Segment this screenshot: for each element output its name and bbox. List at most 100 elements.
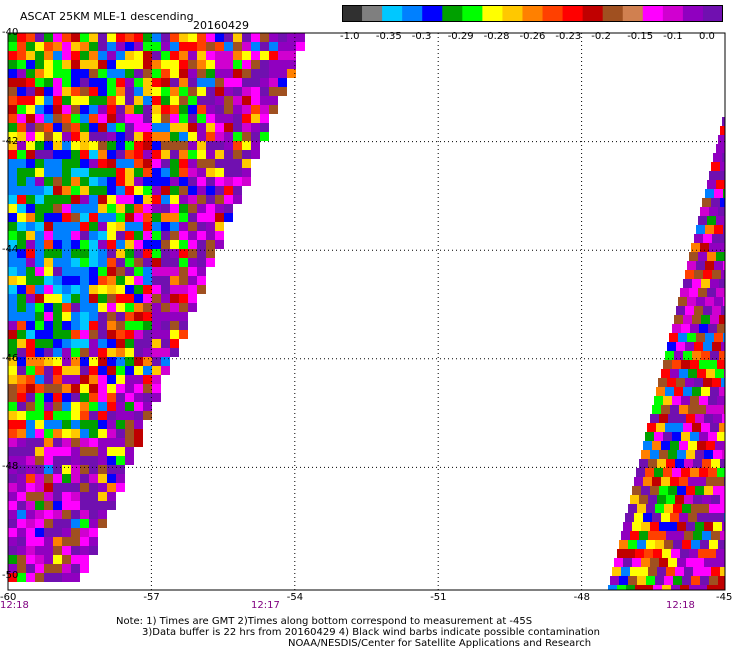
data-cell xyxy=(685,342,694,351)
data-cell xyxy=(17,69,26,78)
data-cell xyxy=(71,348,80,357)
data-cell xyxy=(278,51,287,60)
data-cell xyxy=(125,330,134,339)
data-cell xyxy=(708,324,717,333)
data-cell xyxy=(688,369,697,378)
data-cell xyxy=(35,231,44,240)
data-cell xyxy=(116,420,125,429)
data-cell xyxy=(179,168,188,177)
data-cell xyxy=(215,222,224,231)
data-cell xyxy=(694,306,703,315)
data-cell xyxy=(673,504,682,513)
data-cell xyxy=(53,87,62,96)
data-cell xyxy=(197,150,206,159)
data-cell xyxy=(35,564,44,573)
data-cell xyxy=(26,537,35,546)
data-cell xyxy=(134,231,143,240)
data-cell xyxy=(152,285,161,294)
data-cell xyxy=(713,558,722,567)
data-cell xyxy=(107,411,116,420)
data-cell xyxy=(71,501,80,510)
data-cell xyxy=(26,438,35,447)
data-cell xyxy=(8,519,17,528)
data-cell xyxy=(125,96,134,105)
data-cell xyxy=(700,576,709,585)
data-cell xyxy=(26,375,35,384)
data-cell xyxy=(98,339,107,348)
data-cell xyxy=(44,555,53,564)
data-cell xyxy=(71,105,80,114)
data-cell xyxy=(143,114,152,123)
data-cell xyxy=(215,87,224,96)
data-cell xyxy=(53,294,62,303)
data-cell xyxy=(89,456,98,465)
data-cell xyxy=(116,393,125,402)
data-cell xyxy=(626,549,635,558)
data-cell xyxy=(80,204,89,213)
colorbar-swatch xyxy=(522,5,544,22)
data-cell xyxy=(8,258,17,267)
data-cell xyxy=(35,321,44,330)
data-cell xyxy=(62,492,71,501)
data-cell xyxy=(44,447,53,456)
data-cell xyxy=(260,51,269,60)
data-cell xyxy=(71,420,80,429)
data-cell xyxy=(188,141,197,150)
data-cell xyxy=(62,213,71,222)
data-cell xyxy=(206,159,215,168)
data-cell xyxy=(680,549,689,558)
longitude-label: -60 xyxy=(0,592,17,603)
data-cell xyxy=(17,312,26,321)
data-cell xyxy=(224,150,233,159)
data-cell xyxy=(116,312,125,321)
data-cell xyxy=(161,186,170,195)
data-cell xyxy=(161,42,170,51)
data-cell xyxy=(700,504,709,513)
data-cell xyxy=(125,420,134,429)
data-cell xyxy=(197,33,206,42)
data-cell xyxy=(661,441,670,450)
data-cell xyxy=(116,438,125,447)
data-cell xyxy=(80,123,89,132)
data-cell xyxy=(62,474,71,483)
data-cell xyxy=(197,51,206,60)
latitude-label: -40 xyxy=(2,27,19,38)
data-cell xyxy=(653,585,662,590)
data-cell xyxy=(637,504,646,513)
time-label-center: 12:17 xyxy=(251,600,280,611)
data-cell xyxy=(80,96,89,105)
data-cell xyxy=(703,306,712,315)
data-cell xyxy=(134,375,143,384)
data-cell xyxy=(152,168,161,177)
data-cell xyxy=(8,105,17,114)
data-cell xyxy=(619,576,628,585)
data-cell xyxy=(107,213,116,222)
data-cell xyxy=(98,177,107,186)
data-cell xyxy=(89,384,98,393)
data-cell xyxy=(134,222,143,231)
data-cell xyxy=(161,312,170,321)
data-cell xyxy=(17,465,26,474)
data-cell xyxy=(35,42,44,51)
data-cell xyxy=(690,360,699,369)
colorbar-label: -0.28 xyxy=(483,31,510,42)
data-cell xyxy=(35,555,44,564)
data-cell xyxy=(8,168,17,177)
data-cell xyxy=(62,420,71,429)
data-cell xyxy=(44,60,53,69)
data-cell xyxy=(652,477,661,486)
data-cell xyxy=(698,216,707,225)
data-cell xyxy=(44,546,53,555)
data-cell xyxy=(663,432,672,441)
data-cell xyxy=(44,537,53,546)
data-cell xyxy=(98,366,107,375)
data-cell xyxy=(188,168,197,177)
data-cell xyxy=(134,69,143,78)
data-cell xyxy=(224,42,233,51)
data-cell xyxy=(152,384,161,393)
data-cell xyxy=(107,177,116,186)
data-cell xyxy=(125,87,134,96)
data-cell xyxy=(53,339,62,348)
data-cell xyxy=(44,231,53,240)
data-cell xyxy=(650,558,659,567)
